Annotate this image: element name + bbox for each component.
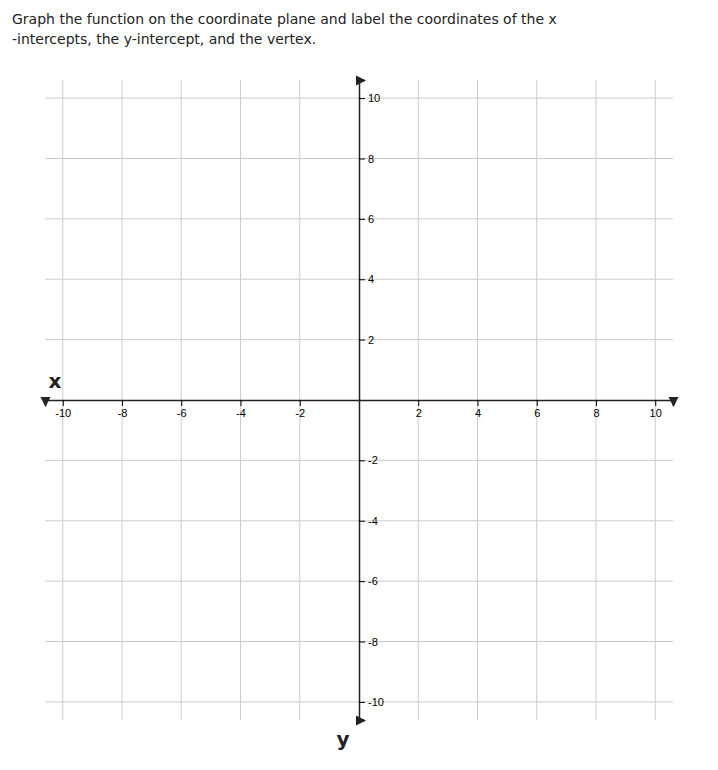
x-tick: 2	[416, 400, 422, 419]
y-tick-label: -2	[368, 454, 378, 466]
x-tick: -2	[295, 400, 305, 419]
plot: -10 -8 -6 -4 -2 2 4 6 8 10 -10 -8 -6 -4 -2 2 4 6 8 10 x y	[45, 80, 674, 751]
x-tick-mark	[241, 400, 242, 406]
x-tick-label: 4	[475, 407, 481, 419]
x-tick-mark	[181, 400, 182, 406]
y-tick-mark	[359, 581, 365, 582]
y-tick-mark	[359, 279, 365, 280]
y-tick-label: -6	[368, 575, 378, 587]
x-tick: -4	[236, 400, 246, 419]
x-tick-mark	[122, 400, 123, 406]
y-tick-label: 4	[368, 273, 374, 285]
title: Graph the function on the coordinate pla…	[12, 11, 557, 27]
y-tick-mark	[359, 158, 365, 159]
x-tick-label: -2	[295, 407, 305, 419]
x-tick: -6	[177, 400, 187, 419]
x-tick-mark	[477, 400, 478, 406]
y-tick: 10	[359, 92, 380, 104]
y-tick: 4	[359, 273, 374, 285]
x-tick: -8	[118, 400, 128, 419]
y-axis-line	[360, 81, 366, 721]
x-tick-label: -4	[236, 407, 246, 419]
y-tick: 8	[359, 153, 374, 165]
chart-root: Graph the function on the coordinate pla…	[0, 0, 718, 770]
y-tick: -2	[359, 454, 378, 466]
x-tick-label: -10	[55, 407, 71, 419]
x-tick-mark	[300, 400, 301, 406]
x-tick-label: 6	[534, 407, 540, 419]
y-tick-label: -10	[368, 696, 384, 708]
x-tick: 6	[534, 400, 540, 419]
y-tick-label: 10	[368, 92, 380, 104]
x-tick-mark	[418, 400, 419, 406]
x-tick-mark	[537, 400, 538, 406]
y-tick-mark	[359, 98, 365, 99]
x-tick: 4	[475, 400, 481, 419]
y-tick-mark	[359, 642, 365, 643]
x-tick-mark	[596, 400, 597, 406]
y-tick-mark	[359, 521, 365, 522]
y-tick: -4	[359, 515, 378, 527]
y-tick-label: 6	[368, 213, 374, 225]
x-axis-label: x	[49, 369, 62, 393]
y-tick-mark	[359, 219, 365, 220]
x-tick: 10	[650, 400, 662, 419]
x-tick-label: -6	[177, 407, 187, 419]
x-tick: -10	[55, 400, 71, 419]
x-tick-label: 2	[416, 407, 422, 419]
x-tick-label: -8	[118, 407, 128, 419]
y-tick-label: 8	[368, 153, 374, 165]
y-tick-label: 2	[368, 334, 374, 346]
x-tick-label: 8	[593, 407, 599, 419]
y-tick-mark	[359, 702, 365, 703]
y-tick: -10	[359, 696, 384, 708]
x-tick: 8	[593, 400, 599, 419]
y-tick: -8	[359, 636, 378, 648]
y-tick-mark	[359, 460, 365, 461]
x-tick-label: 10	[650, 407, 662, 419]
plot-area	[45, 80, 673, 720]
subtitle: -intercepts, the y-intercept, and the ve…	[12, 31, 316, 47]
x-tick-mark	[655, 400, 656, 406]
x-tick-mark	[63, 400, 64, 406]
y-axis-label: y	[336, 727, 349, 751]
y-tick: 6	[359, 213, 374, 225]
y-tick: -6	[359, 575, 378, 587]
y-tick: 2	[359, 334, 374, 346]
y-tick-label: -4	[368, 515, 378, 527]
y-tick-label: -8	[368, 636, 378, 648]
y-axis: -10 -8 -6 -4 -2 2 4 6 8 10	[359, 81, 384, 721]
y-tick-mark	[359, 340, 365, 341]
